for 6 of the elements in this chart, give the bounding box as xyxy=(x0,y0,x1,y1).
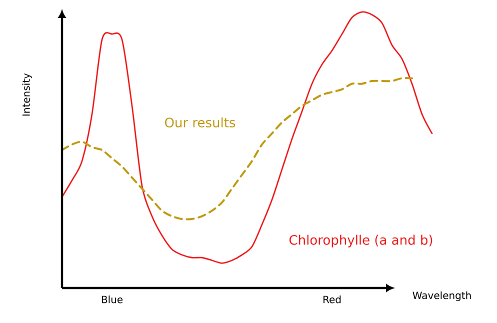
x-tick-label: Blue xyxy=(102,296,123,304)
x-tick-label: Red xyxy=(323,296,341,304)
y-axis-title: Intensity xyxy=(22,73,32,116)
text: Chlorophylle (a and b) xyxy=(289,234,432,248)
x-axis-title: Wavelength xyxy=(412,291,471,302)
text: Our results xyxy=(164,117,236,128)
